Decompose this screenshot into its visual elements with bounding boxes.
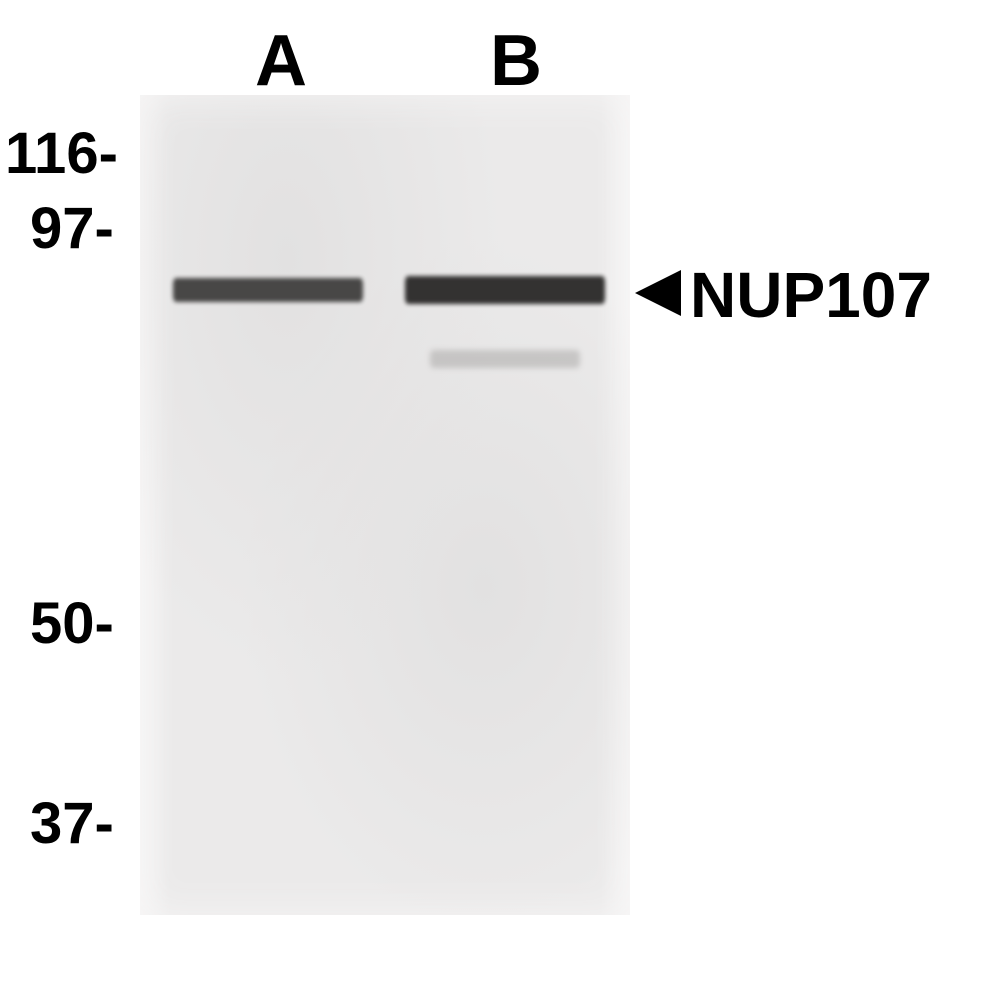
mw-marker-50: 50- bbox=[30, 590, 114, 657]
lane-label-b: B bbox=[490, 20, 542, 102]
protein-arrow-icon bbox=[635, 270, 681, 316]
blot-canvas: A B 116- 97- 50- 37- NUP107 bbox=[0, 0, 1000, 1000]
band-lane-b bbox=[405, 276, 605, 304]
gel-membrane bbox=[140, 95, 630, 915]
band-lane-a bbox=[173, 278, 363, 302]
mw-marker-97: 97- bbox=[30, 195, 114, 262]
mw-marker-116: 116- bbox=[5, 120, 118, 187]
mw-marker-37: 37- bbox=[30, 790, 114, 857]
protein-name-label: NUP107 bbox=[690, 258, 932, 332]
lane-label-a: A bbox=[255, 20, 307, 102]
band-lane-b-faint bbox=[430, 350, 580, 368]
